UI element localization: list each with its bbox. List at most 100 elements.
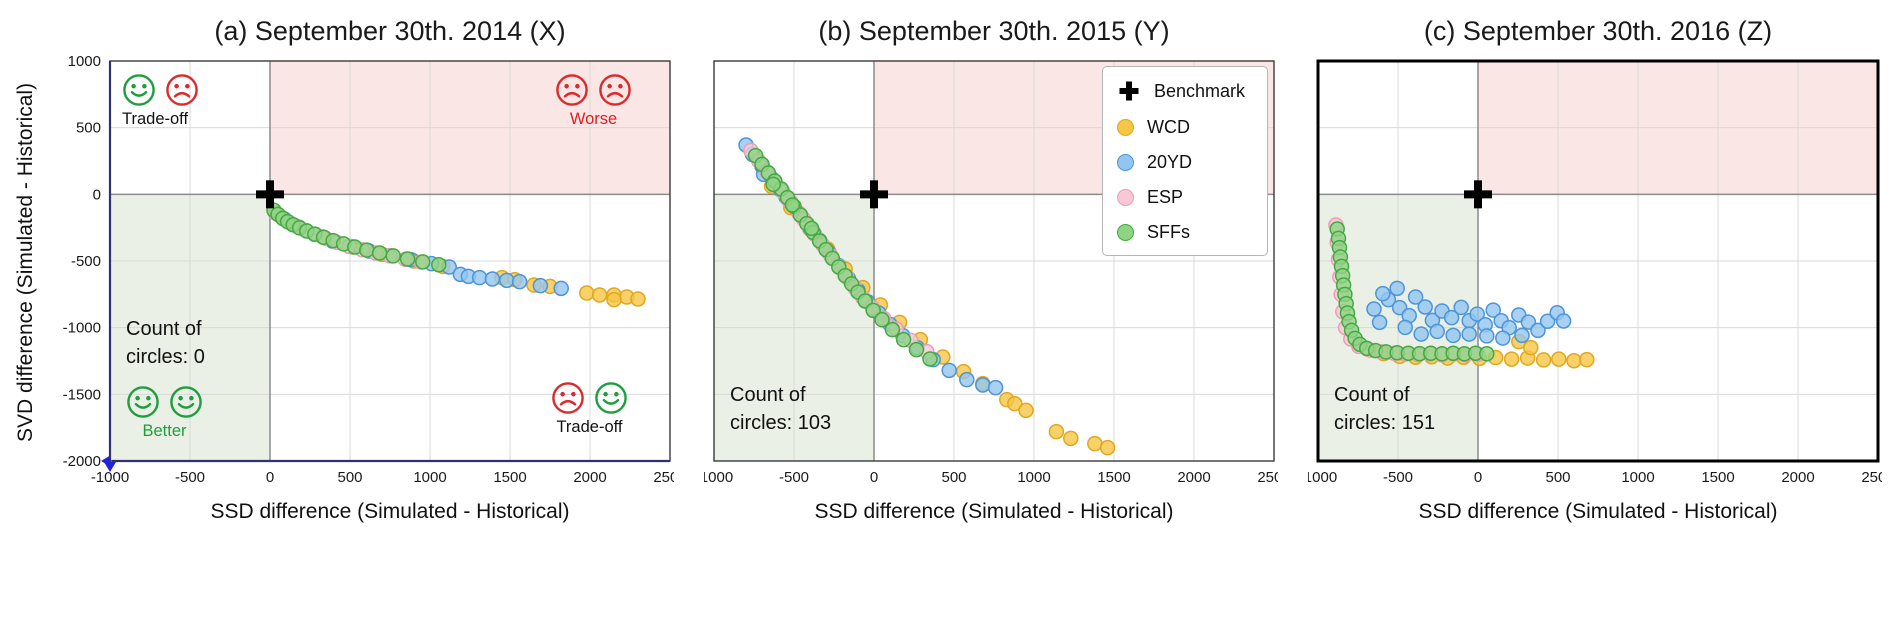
data-point	[499, 272, 515, 289]
svg-text:-1000: -1000	[1308, 469, 1337, 486]
svg-text:-1000: -1000	[704, 469, 733, 486]
plot-wrap-2014: -1000 -500 0 500 1000 1500 2000 2500 1000 500 0 -50…	[48, 53, 687, 498]
data-point	[1453, 299, 1469, 316]
plot-root: -1000 -500 0 500 1000 1500 2000 2500	[695, 60, 1291, 486]
svg-text:2500: 2500	[1861, 469, 1882, 486]
data-point	[1443, 309, 1460, 326]
svg-text:0: 0	[266, 469, 274, 486]
svg-text:1500: 1500	[493, 469, 526, 486]
benchmark-marker	[256, 180, 284, 209]
plot-wrap-2015: -1000-50005001000150020002500 Benchmark …	[695, 55, 1291, 498]
data-point	[1429, 323, 1445, 340]
scatter-series-SFFs	[747, 147, 938, 367]
svg-text:1500: 1500	[1701, 469, 1734, 486]
data-point	[1539, 313, 1556, 330]
svg-text:500: 500	[337, 469, 362, 486]
scatter-series-20YD	[276, 211, 569, 297]
panel-2014: (a) September 30th. 2014 (X) -1000 -500 0 5…	[48, 6, 687, 524]
data-point	[922, 351, 938, 367]
svg-text:1000: 1000	[1621, 469, 1654, 486]
panel-title-2015: (b) September 30th. 2015 (Y)	[818, 16, 1170, 46]
scatter-series-20YD	[1366, 280, 1572, 346]
data-point	[371, 245, 388, 261]
data-point	[1535, 352, 1552, 368]
data-point	[1087, 435, 1103, 452]
data-point	[908, 341, 925, 358]
data-point	[1366, 301, 1382, 317]
data-point	[1063, 430, 1079, 447]
data-point	[1566, 352, 1582, 369]
left-arrow-icon	[101, 455, 111, 467]
data-point	[874, 311, 890, 328]
data-point	[1018, 402, 1034, 419]
data-point	[1551, 351, 1567, 367]
data-point	[511, 273, 528, 290]
data-point	[1479, 328, 1495, 344]
svg-text:2000: 2000	[1177, 469, 1210, 486]
data-point	[1495, 330, 1511, 346]
data-point	[1413, 326, 1429, 342]
svg-text:2000: 2000	[1781, 469, 1814, 486]
data-point	[1099, 439, 1116, 456]
data-point	[606, 291, 622, 308]
plot-root: -1000 -500 0 500 1000 1500 2000 2500	[1299, 59, 1892, 486]
data-point	[803, 220, 820, 237]
y-axis-label: SVD difference (Simulated - Historical)	[14, 82, 37, 442]
data-point	[1007, 395, 1023, 412]
data-point	[895, 331, 912, 348]
panel-title-2014: (a) September 30th. 2014 (X)	[214, 16, 566, 46]
data-point	[1579, 351, 1595, 368]
svg-text:2000: 2000	[573, 469, 606, 486]
scatter-plot-2014: -1000 -500 0 500 1000 1500 2000 2500 1000 500 0 -50…	[63, 53, 687, 486]
svg-text:-500: -500	[71, 253, 101, 270]
svg-text:-1500: -1500	[63, 386, 101, 403]
scatter-series-SFFs	[266, 202, 447, 273]
x-tick-labels: -1000 -500 0 500 1000 1500 2000 2500	[91, 469, 687, 486]
data-point	[765, 176, 781, 193]
svg-text:-2000: -2000	[63, 453, 101, 470]
svg-text:1000: 1000	[1017, 469, 1050, 486]
data-point	[415, 254, 431, 270]
data-point	[1514, 327, 1530, 344]
svg-text:1500: 1500	[1097, 469, 1130, 486]
panel-title-2016: (c) September 30th. 2016 (Z)	[1423, 16, 1773, 46]
svg-text:1000: 1000	[413, 469, 446, 486]
x-axis-label-2015: SSD difference (Simulated - Historical)	[814, 500, 1174, 523]
plot-border	[109, 60, 671, 462]
data-point	[1485, 302, 1501, 318]
scatter-series-WCD	[284, 216, 646, 308]
panels-row: (a) September 30th. 2014 (X) -1000 -500 0 5…	[48, 6, 1892, 524]
benchmark-marker	[860, 180, 888, 209]
data-point	[359, 242, 375, 258]
svg-text:500: 500	[1545, 469, 1570, 486]
data-point	[987, 379, 1004, 396]
plot-border	[1316, 59, 1880, 463]
data-point	[471, 269, 488, 286]
figure: SVD difference (Simulated - Historical) …	[14, 6, 1892, 524]
plot-root: -1000 -500 0 500 1000 1500 2000 2500 1000 500 0 -50…	[63, 53, 687, 486]
svg-text:2500: 2500	[1257, 469, 1278, 486]
data-point	[959, 371, 975, 388]
panel-2016: (c) September 30th. 2016 (Z) -1000 -500 0 5…	[1299, 6, 1892, 524]
data-point	[579, 285, 595, 301]
data-point	[399, 251, 416, 267]
benchmark-marker	[1464, 180, 1492, 209]
data-point	[1375, 285, 1391, 302]
x-tick-labels: -1000 -500 0 500 1000 1500 2000 2500	[695, 469, 1291, 486]
svg-text:0: 0	[870, 469, 878, 486]
data-point	[1503, 351, 1520, 367]
data-point	[1461, 326, 1477, 342]
scatter-plot-2015: -1000 -500 0 500 1000 1500 2000 2500	[695, 60, 1291, 486]
data-point	[941, 362, 957, 379]
svg-text:-500: -500	[175, 469, 205, 486]
data-point	[1371, 314, 1388, 331]
data-point	[1389, 280, 1405, 297]
data-point	[532, 277, 549, 294]
svg-text:-1000: -1000	[91, 469, 129, 486]
data-point	[884, 321, 901, 338]
scatter-plot-2016: -1000 -500 0 500 1000 1500 2000 2500	[1299, 59, 1892, 486]
svg-text:2500: 2500	[653, 469, 674, 486]
x-axis-label-2016: SSD difference (Simulated - Historical)	[1418, 500, 1778, 523]
data-point	[1530, 322, 1546, 339]
svg-text:0: 0	[93, 186, 101, 203]
